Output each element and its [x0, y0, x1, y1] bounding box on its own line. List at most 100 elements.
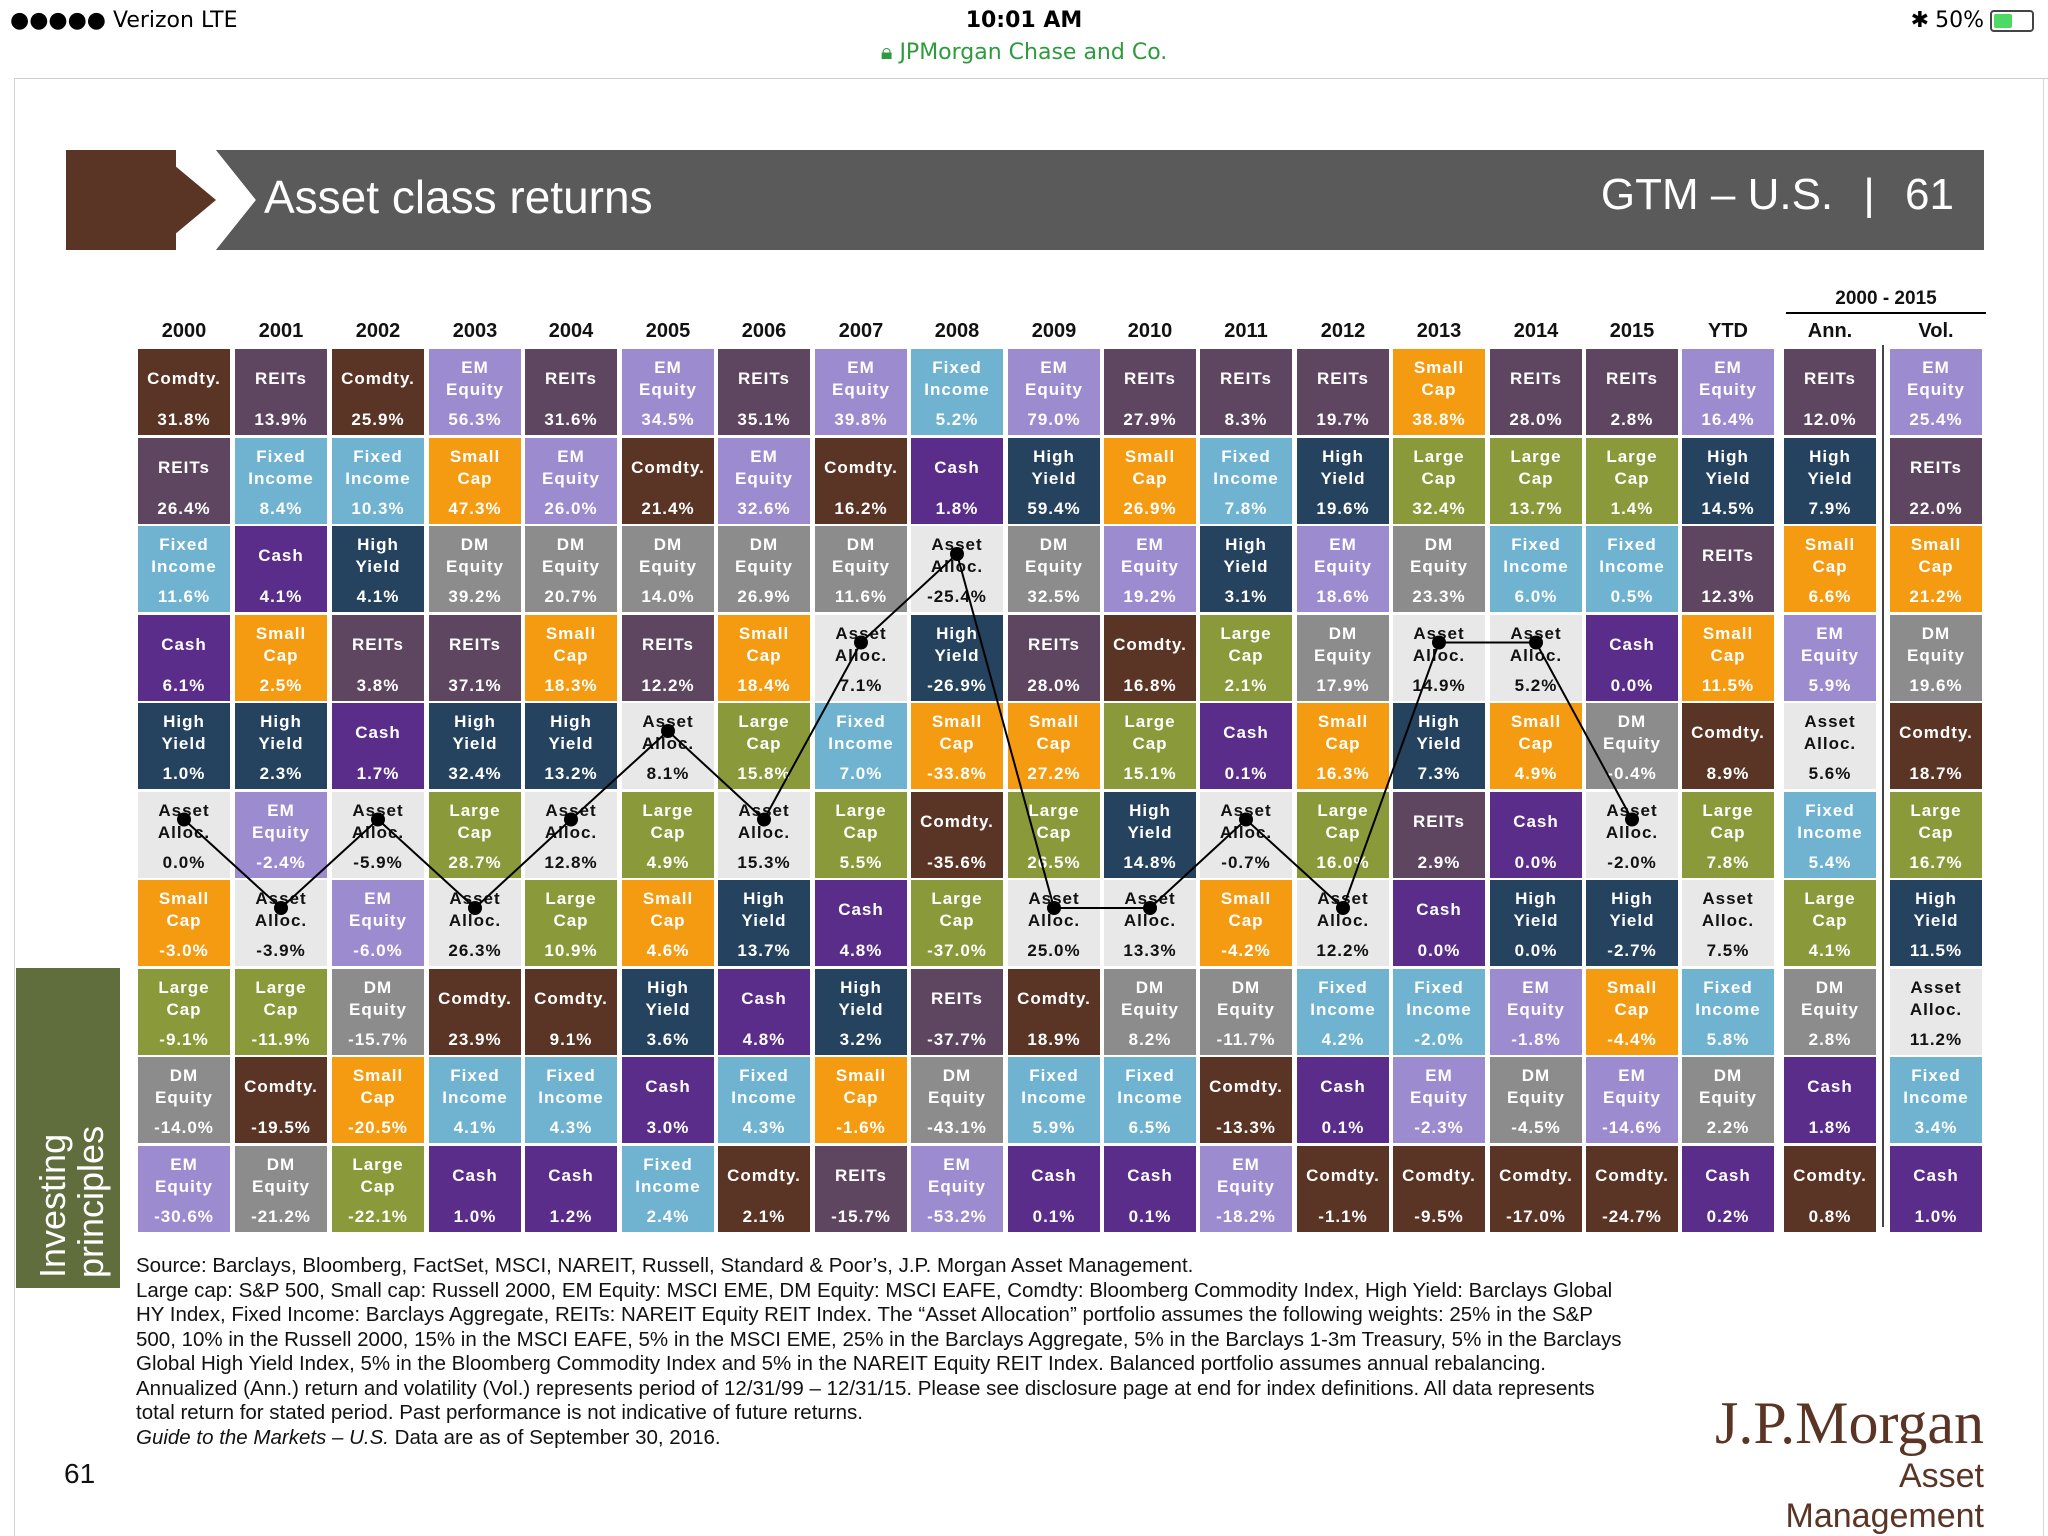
return-cell: Cash 0.2% — [1682, 1145, 1774, 1232]
return-value: -14.6% — [1602, 1118, 1662, 1137]
asset-class-label: DM Equity — [252, 1154, 310, 1196]
asset-class-label: Small Cap — [1910, 535, 1962, 576]
asset-class-label: Small Cap — [642, 889, 694, 930]
return-cell: Fixed Income 5.4% — [1784, 791, 1876, 878]
return-value: 2.8% — [1808, 1029, 1852, 1049]
return-value: 4.1% — [356, 587, 400, 606]
asset-class-label: Asset Alloc. — [641, 712, 695, 753]
asset-class-label: Large Cap — [158, 977, 210, 1019]
asset-class-label: Asset Alloc. — [1027, 889, 1081, 930]
asset-class-label: DM Equity — [639, 535, 697, 576]
return-cell: Large Cap 32.4% — [1393, 437, 1485, 524]
asset-class-label: Cash — [258, 546, 304, 565]
asset-class-label: Fixed Income — [1021, 1066, 1087, 1107]
return-cell: Large Cap -22.1% — [332, 1145, 424, 1232]
return-cell: DM Equity -43.1% — [911, 1057, 1003, 1143]
status-bar: ●●●●● Verizon LTE 10:01 AM ✱ 50% — [0, 0, 2048, 44]
asset-class-label: Fixed Income — [345, 446, 411, 488]
asset-class-label: Large Cap — [835, 800, 887, 842]
url-bar[interactable]: 🔒︎ JPMorgan Chase and Co. — [0, 40, 2048, 74]
return-cell: EM Equity 56.3% — [429, 349, 521, 435]
asset-class-label: Large Cap — [1702, 800, 1754, 842]
asset-class-label: Asset Alloc. — [448, 889, 502, 930]
return-cell: DM Equity 2.8% — [1784, 968, 1876, 1055]
return-cell: EM Equity 16.4% — [1682, 349, 1774, 435]
asset-class-label: Comdty. — [1499, 1165, 1573, 1185]
return-value: -0.4% — [1607, 764, 1657, 783]
asset-alloc-point — [177, 812, 191, 827]
return-value: 26.9% — [737, 587, 791, 606]
return-value: 1.0% — [453, 1206, 497, 1226]
asset-class-label: Small Cap — [1606, 977, 1658, 1019]
asset-class-label: REITs — [545, 369, 597, 388]
return-cell: Asset Alloc. 26.3% — [429, 880, 521, 966]
return-value: 12.0% — [1803, 410, 1857, 429]
lock-icon: 🔒︎ — [880, 40, 893, 65]
return-cell: Fixed Income 8.4% — [235, 437, 327, 524]
return-value: 4.6% — [646, 941, 690, 960]
asset-class-label: REITs — [738, 369, 790, 388]
return-cell: Comdty. 25.9% — [332, 349, 424, 435]
source-notes: Source: Barclays, Bloomberg, FactSet, MS… — [136, 1254, 1626, 1450]
return-cell: Cash 3.0% — [622, 1057, 714, 1143]
return-cell: High Yield 0.0% — [1490, 880, 1582, 966]
asset-class-label: High Yield — [548, 712, 594, 753]
asset-class-label: Cash — [1416, 900, 1462, 919]
return-value: 13.2% — [544, 764, 598, 783]
asset-class-label: REITs — [352, 634, 404, 654]
return-value: -37.7% — [927, 1029, 987, 1049]
return-value: 1.2% — [549, 1206, 593, 1226]
return-cell: Fixed Income 6.0% — [1490, 526, 1582, 612]
section-tab: Investing principles — [16, 968, 120, 1288]
asset-class-label: EM Equity — [928, 1154, 986, 1196]
return-cell: Small Cap 47.3% — [429, 437, 521, 524]
asset-class-label: EM Equity — [349, 889, 407, 930]
return-cell: Large Cap 16.7% — [1890, 791, 1982, 878]
asset-class-label: Asset Alloc. — [737, 800, 791, 842]
return-cell: Fixed Income 7.0% — [815, 703, 907, 789]
asset-alloc-point — [661, 724, 675, 738]
column-header: 2010 — [1127, 320, 1173, 342]
return-value: -20.5% — [348, 1118, 408, 1137]
asset-class-label: Fixed Income — [1406, 977, 1472, 1019]
return-value: 4.8% — [742, 1029, 786, 1049]
guide-title: Guide to the Markets – U.S. — [136, 1425, 389, 1449]
battery-icon — [1990, 9, 2034, 32]
asset-class-label: DM Equity — [446, 535, 504, 576]
return-cell: DM Equity -21.2% — [235, 1145, 327, 1232]
return-value: -2.0% — [1414, 1029, 1464, 1049]
asset-class-label: REITs — [1606, 369, 1658, 388]
return-cell: REITs 31.6% — [525, 349, 617, 435]
asset-class-label: Cash — [355, 723, 401, 742]
asset-class-label: Fixed Income — [1903, 1066, 1969, 1107]
return-cell: REITs 37.1% — [429, 614, 521, 701]
return-value: 19.6% — [1316, 498, 1370, 518]
return-cell: Asset Alloc. -0.7% — [1200, 791, 1292, 878]
asset-alloc-point — [1143, 901, 1157, 915]
return-cell: EM Equity 26.0% — [525, 437, 617, 524]
title-banner: Asset class returns GTM – U.S. | 61 — [66, 150, 1984, 250]
asset-class-label: Large Cap — [1124, 712, 1176, 753]
return-value: 28.0% — [1027, 675, 1081, 695]
return-value: 0.0% — [1514, 852, 1558, 872]
return-cell: Comdty. 16.2% — [815, 437, 907, 524]
return-value: 5.9% — [1032, 1118, 1076, 1137]
column-header: 2000 — [161, 320, 207, 342]
return-cell: Small Cap 11.5% — [1682, 614, 1774, 701]
return-cell: EM Equity -1.8% — [1490, 968, 1582, 1055]
return-cell: Large Cap -9.1% — [138, 968, 230, 1055]
return-cell: Asset Alloc. 7.5% — [1682, 880, 1774, 966]
asset-class-label: Comdty. — [1306, 1165, 1380, 1185]
return-cell: Small Cap -20.5% — [332, 1057, 424, 1143]
ann-period-header: 2000 - 2015 — [1786, 288, 1986, 314]
asset-class-label: REITs — [1510, 369, 1562, 388]
asset-class-label: EM Equity — [1801, 623, 1859, 665]
return-value: 21.4% — [641, 498, 695, 518]
return-value: 13.7% — [1509, 498, 1563, 518]
asset-class-label: DM Equity — [1603, 712, 1661, 753]
return-cell: Cash 4.8% — [815, 880, 907, 966]
return-cell: Asset Alloc. 8.1% — [622, 703, 714, 789]
return-cell: Cash 0.1% — [1104, 1145, 1196, 1232]
asset-class-label: DM Equity — [155, 1066, 213, 1107]
return-value: 13.9% — [254, 410, 308, 429]
